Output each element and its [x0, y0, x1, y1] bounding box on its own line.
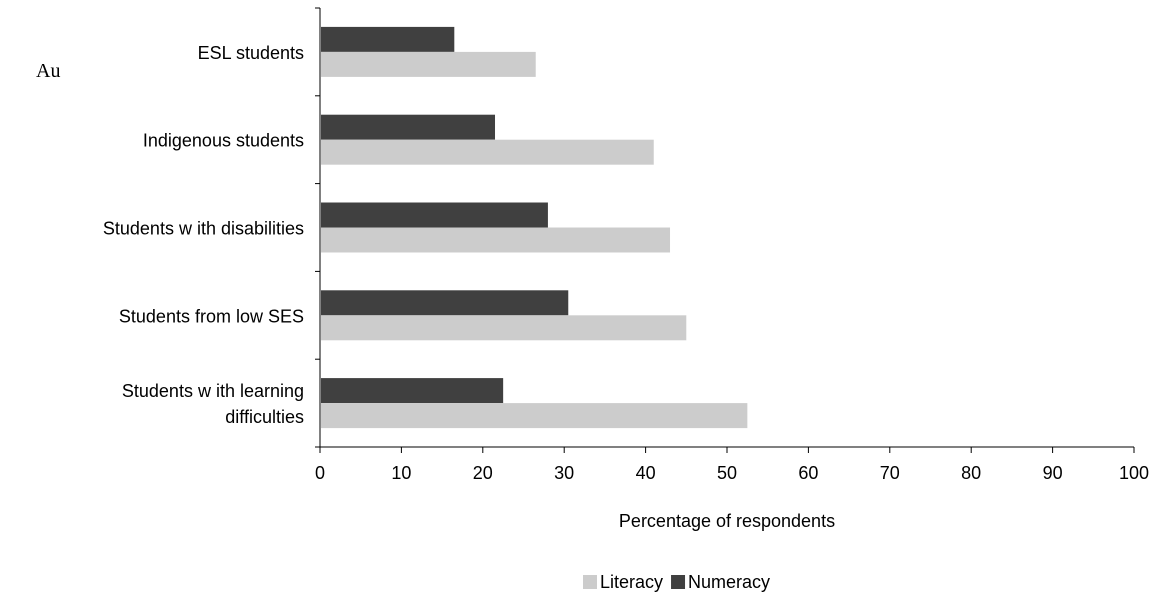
x-tick-label: 60	[798, 463, 818, 483]
x-tick-label: 80	[961, 463, 981, 483]
bar-numeracy-students-from-low-ses	[321, 290, 569, 316]
category-label: ESL students	[198, 43, 304, 63]
bar-numeracy-indigenous-students	[321, 114, 496, 140]
bar-literacy-students-from-low-ses	[321, 315, 687, 341]
category-label: Students w ith disabilities	[103, 219, 304, 239]
legend-swatch-literacy	[583, 575, 597, 589]
bar-literacy-indigenous-students	[321, 139, 654, 165]
bar-literacy-students-w-ith-learning-difficulties	[321, 403, 748, 429]
x-tick-label: 0	[315, 463, 325, 483]
category-label: Students from low SES	[119, 306, 304, 326]
x-tick-label: 30	[554, 463, 574, 483]
stray-text: Au	[36, 60, 61, 82]
category-label: Students w ith learning	[122, 381, 304, 401]
x-tick-label: 100	[1119, 463, 1149, 483]
x-tick-label: 50	[717, 463, 737, 483]
x-tick-label: 90	[1043, 463, 1063, 483]
legend-label-literacy: Literacy	[600, 572, 663, 592]
x-axis-title: Percentage of respondents	[619, 511, 835, 531]
bar-literacy-students-w-ith-disabilities	[321, 227, 671, 253]
legend-swatch-numeracy	[671, 575, 686, 589]
x-tick-label: 10	[391, 463, 411, 483]
bar-literacy-esl-students	[321, 51, 536, 77]
legend-label-numeracy: Numeracy	[688, 572, 770, 592]
x-tick-label: 20	[473, 463, 493, 483]
bar-numeracy-esl-students	[321, 26, 455, 52]
x-tick-label: 40	[636, 463, 656, 483]
bar-numeracy-students-w-ith-learning-difficulties	[321, 378, 504, 404]
bar-numeracy-students-w-ith-disabilities	[321, 202, 548, 228]
category-label: difficulties	[225, 407, 304, 427]
x-tick-label: 70	[880, 463, 900, 483]
category-label: Indigenous students	[143, 131, 304, 151]
